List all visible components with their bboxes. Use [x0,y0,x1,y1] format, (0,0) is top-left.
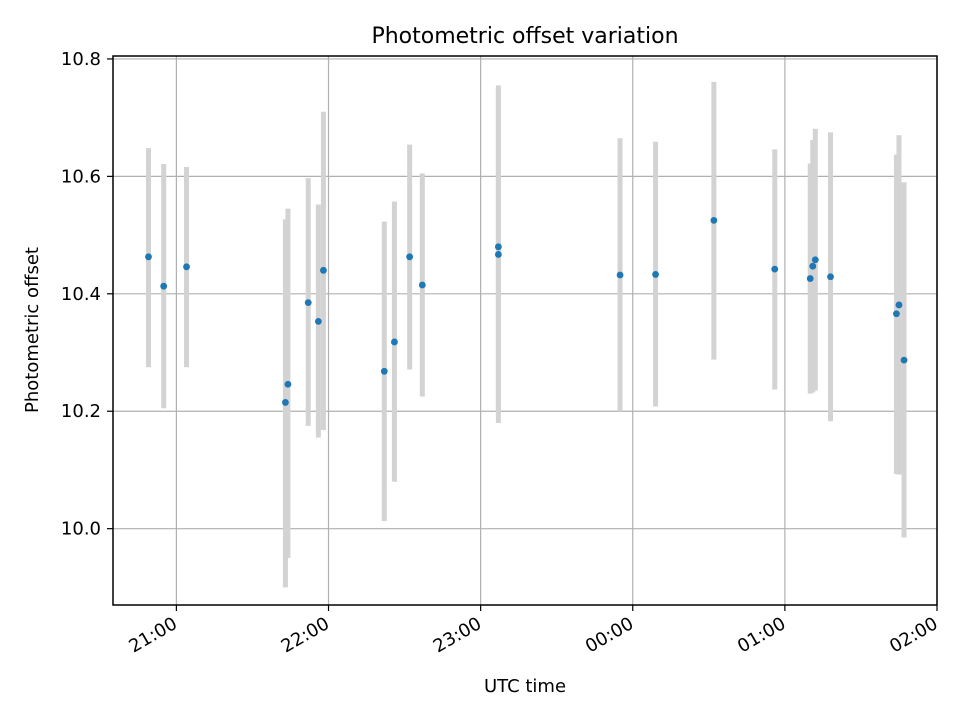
data-point [380,367,388,375]
data-point [806,275,814,282]
chart-title: Photometric offset variation [371,24,678,49]
data-point [893,310,900,318]
data-point [895,301,903,309]
data-point [710,217,718,224]
y-tick-label: 10.2 [61,401,101,422]
y-axis-label: Photometric offset [22,247,43,413]
x-axis-label: UTC time [484,676,566,697]
data-point [809,262,817,270]
data-point [391,338,398,346]
data-point [827,273,834,281]
y-tick-label: 10.0 [61,519,101,540]
data-point [284,380,292,388]
y-tick-label: 10.6 [61,166,101,187]
data-point [494,251,502,258]
data-point [494,243,502,251]
data-point [406,253,414,261]
data-point [304,299,312,307]
y-tick-label: 10.4 [61,284,101,305]
y-tick-label: 10.8 [61,49,101,70]
data-point [282,399,289,406]
data-point [314,317,322,325]
data-point [900,356,908,364]
data-point [811,256,819,264]
data-point [320,266,327,274]
data-point [652,271,659,278]
data-point [418,281,426,289]
plot-area-frame [112,55,938,606]
data-points [145,217,908,406]
data-point [183,263,190,271]
data-point [160,282,168,290]
data-point [616,271,624,279]
grid [113,56,938,605]
data-point [145,253,152,261]
data-point [771,265,779,273]
